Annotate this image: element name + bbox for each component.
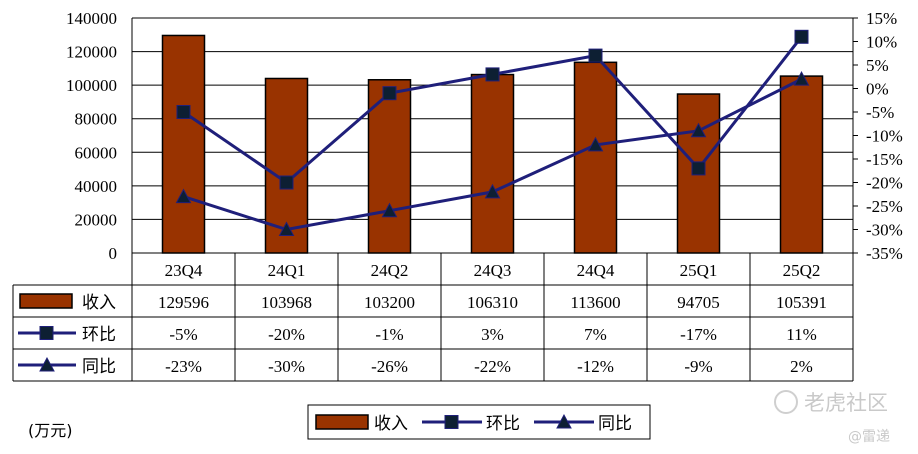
right-tick-label: 10% <box>866 33 897 52</box>
table-cell: -12% <box>577 357 614 376</box>
marker-triangle-25Q1 <box>690 122 707 138</box>
legend-key-bar <box>315 414 369 430</box>
table-cell: -22% <box>474 357 511 376</box>
marker-triangle-24Q1 <box>278 221 295 236</box>
table-cell: 105391 <box>776 293 827 312</box>
marker-triangle-24Q3 <box>484 183 501 199</box>
right-tick-label: -35% <box>866 244 903 263</box>
category-label: 24Q3 <box>474 261 512 280</box>
right-tick-label: -30% <box>866 221 903 240</box>
table-cell: -26% <box>371 357 408 376</box>
category-label: 23Q4 <box>165 261 203 280</box>
table-cell: -1% <box>375 325 403 344</box>
right-tick-label: -20% <box>866 174 903 193</box>
table-row-label: 环比 <box>82 325 116 344</box>
right-tick-label: -25% <box>866 197 903 216</box>
marker-square-24Q3 <box>485 67 500 82</box>
table-cell: -17% <box>680 325 717 344</box>
legend-key-triangle-icon <box>556 413 572 429</box>
line-series <box>175 29 810 236</box>
category-label: 24Q4 <box>577 261 615 280</box>
left-tick-label: 20000 <box>75 210 118 229</box>
legend-label: 收入 <box>374 414 408 433</box>
unit-label: (万元) <box>28 421 73 440</box>
marker-square-24Q1 <box>279 175 294 190</box>
marker-triangle-25Q2 <box>793 71 810 86</box>
data-table: 23Q4 24Q1 24Q2 24Q3 24Q4 25Q1 25Q2 收入 129596 1039… <box>12 252 854 382</box>
table-cell: 11% <box>786 325 817 344</box>
category-label: 25Q2 <box>783 261 821 280</box>
table-cell: 113600 <box>570 293 620 312</box>
marker-triangle-24Q2 <box>381 202 398 218</box>
marker-square-25Q2 <box>794 29 809 44</box>
right-tick-label: 5% <box>866 56 889 75</box>
left-tick-label: 80000 <box>75 110 118 129</box>
table-cell: 129596 <box>158 293 209 312</box>
right-tick-label: 0% <box>866 80 889 99</box>
legend-label: 环比 <box>486 414 520 433</box>
table-key-bar <box>19 293 73 309</box>
category-label: 24Q2 <box>371 261 409 280</box>
left-tick-label: 100000 <box>66 76 117 95</box>
marker-square-25Q1 <box>691 161 706 176</box>
left-tick-label: 120000 <box>66 43 117 62</box>
left-tick-label: 60000 <box>75 143 118 162</box>
table-cell: -23% <box>165 357 202 376</box>
table-cell: 2% <box>790 357 813 376</box>
right-tick-label: -10% <box>866 127 903 146</box>
table-cell: -9% <box>684 357 712 376</box>
table-cell: -5% <box>169 325 197 344</box>
watermark-brand: 老虎社区 <box>804 391 888 415</box>
watermark: 老虎社区 @雷递 <box>774 390 890 445</box>
table-cell: -20% <box>268 325 305 344</box>
table-cell: 94705 <box>677 293 720 312</box>
legend-label: 同比 <box>598 414 632 433</box>
bar-series <box>161 34 824 254</box>
left-tick-label: 40000 <box>75 177 118 196</box>
marker-square-23Q4 <box>176 105 191 119</box>
right-tick-label: -5% <box>866 103 894 122</box>
watermark-author: @雷递 <box>848 429 890 445</box>
left-tick-label: 140000 <box>66 9 117 28</box>
left-axis: 0 20000 40000 60000 80000 100000 120000 140000 <box>66 9 133 263</box>
table-row-label: 收入 <box>82 293 116 312</box>
category-label: 24Q1 <box>268 261 306 280</box>
right-tick-label: -15% <box>866 150 903 169</box>
right-axis: -35% -30% -25% -20% -15% -10% -5% 0% 5% 10% 15% <box>852 9 903 263</box>
table-cell: 103200 <box>364 293 415 312</box>
bar-revenue-24Q3 <box>470 73 515 254</box>
marker-square-24Q2 <box>382 86 397 101</box>
bar-revenue-25Q2 <box>779 75 824 254</box>
bar-revenue-24Q2 <box>367 79 412 254</box>
table-key-triangle-icon <box>39 356 55 372</box>
marker-triangle-23Q4 <box>175 188 192 204</box>
table-cell: -30% <box>268 357 305 376</box>
bar-revenue-23Q4 <box>161 34 206 254</box>
bar-revenue-24Q4 <box>573 61 618 254</box>
category-label: 25Q1 <box>680 261 718 280</box>
marker-triangle-24Q4 <box>587 136 604 152</box>
left-tick-label: 0 <box>109 244 118 263</box>
legend-key-square-icon <box>444 415 459 429</box>
tiger-logo-icon <box>774 390 798 414</box>
right-tick-label: 15% <box>866 9 897 28</box>
marker-square-24Q4 <box>588 48 603 63</box>
table-key-square-icon <box>39 326 54 340</box>
table-row-label: 同比 <box>82 357 116 376</box>
table-cell: 106310 <box>467 293 518 312</box>
legend: 收入 环比 同比 <box>307 404 651 440</box>
table-cell: 103968 <box>261 293 312 312</box>
table-cell: 3% <box>481 325 504 344</box>
table-cell: 7% <box>584 325 607 344</box>
